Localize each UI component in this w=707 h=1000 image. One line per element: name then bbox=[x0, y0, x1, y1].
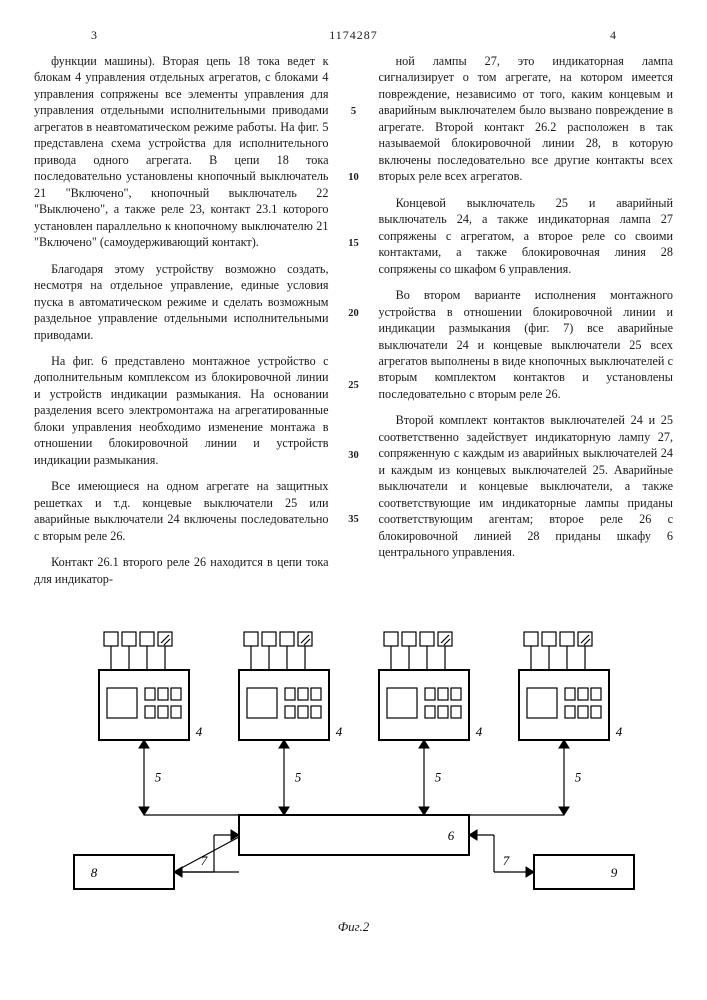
svg-text:9: 9 bbox=[610, 865, 617, 880]
lineno: 30 bbox=[348, 449, 359, 463]
line-number-gutter-left: 5 10 15 20 25 30 35 bbox=[347, 53, 361, 597]
text-columns: функции машины). Вторая цепь 18 тока вед… bbox=[34, 53, 673, 597]
svg-text:5: 5 bbox=[294, 770, 301, 785]
figure-2: 4 5 4 5 4 5 4 5 6 8 9 7 7 Фиг.2 bbox=[34, 615, 673, 935]
lineno: 20 bbox=[348, 307, 359, 321]
lineno: 15 bbox=[348, 237, 359, 251]
doc-number: 1174287 bbox=[114, 28, 593, 43]
para: Второй комплект контактов выключателей 2… bbox=[379, 412, 674, 560]
svg-text:4: 4 bbox=[475, 724, 482, 739]
para: Все имеющиеся на одном агрегате на защит… bbox=[34, 478, 329, 544]
column-right: ной лампы 27, это индикаторная лампа сиг… bbox=[379, 53, 674, 597]
para: На фиг. 6 представлено монтажное устройс… bbox=[34, 353, 329, 468]
para: функции машины). Вторая цепь 18 тока вед… bbox=[34, 53, 329, 251]
lineno: 5 bbox=[351, 105, 356, 119]
figure-caption: Фиг.2 bbox=[34, 919, 673, 935]
para: Концевой выключатель 25 и аварийный выкл… bbox=[379, 195, 674, 277]
svg-text:7: 7 bbox=[200, 853, 207, 868]
page-header: 3 1174287 4 bbox=[34, 28, 673, 43]
lineno: 25 bbox=[348, 379, 359, 393]
column-left: функции машины). Вторая цепь 18 тока вед… bbox=[34, 53, 329, 597]
lineno: 35 bbox=[348, 513, 359, 527]
svg-text:5: 5 bbox=[154, 770, 161, 785]
page-num-left: 3 bbox=[74, 28, 114, 43]
para: ной лампы 27, это индикаторная лампа сиг… bbox=[379, 53, 674, 185]
svg-text:4: 4 bbox=[615, 724, 622, 739]
svg-text:8: 8 bbox=[90, 865, 97, 880]
svg-text:4: 4 bbox=[195, 724, 202, 739]
lineno: 10 bbox=[348, 171, 359, 185]
page-num-right: 4 bbox=[593, 28, 633, 43]
svg-text:4: 4 bbox=[335, 724, 342, 739]
para: Благодаря этому устройству возможно созд… bbox=[34, 261, 329, 343]
svg-text:5: 5 bbox=[574, 770, 581, 785]
figure-svg: 4 5 4 5 4 5 4 5 6 8 9 7 7 bbox=[54, 615, 654, 915]
para: Контакт 26.1 второго реле 26 находится в… bbox=[34, 554, 329, 587]
para: Во втором варианте исполнения монтажного… bbox=[379, 287, 674, 402]
svg-text:6: 6 bbox=[447, 828, 454, 843]
svg-text:7: 7 bbox=[502, 853, 509, 868]
svg-text:5: 5 bbox=[434, 770, 441, 785]
